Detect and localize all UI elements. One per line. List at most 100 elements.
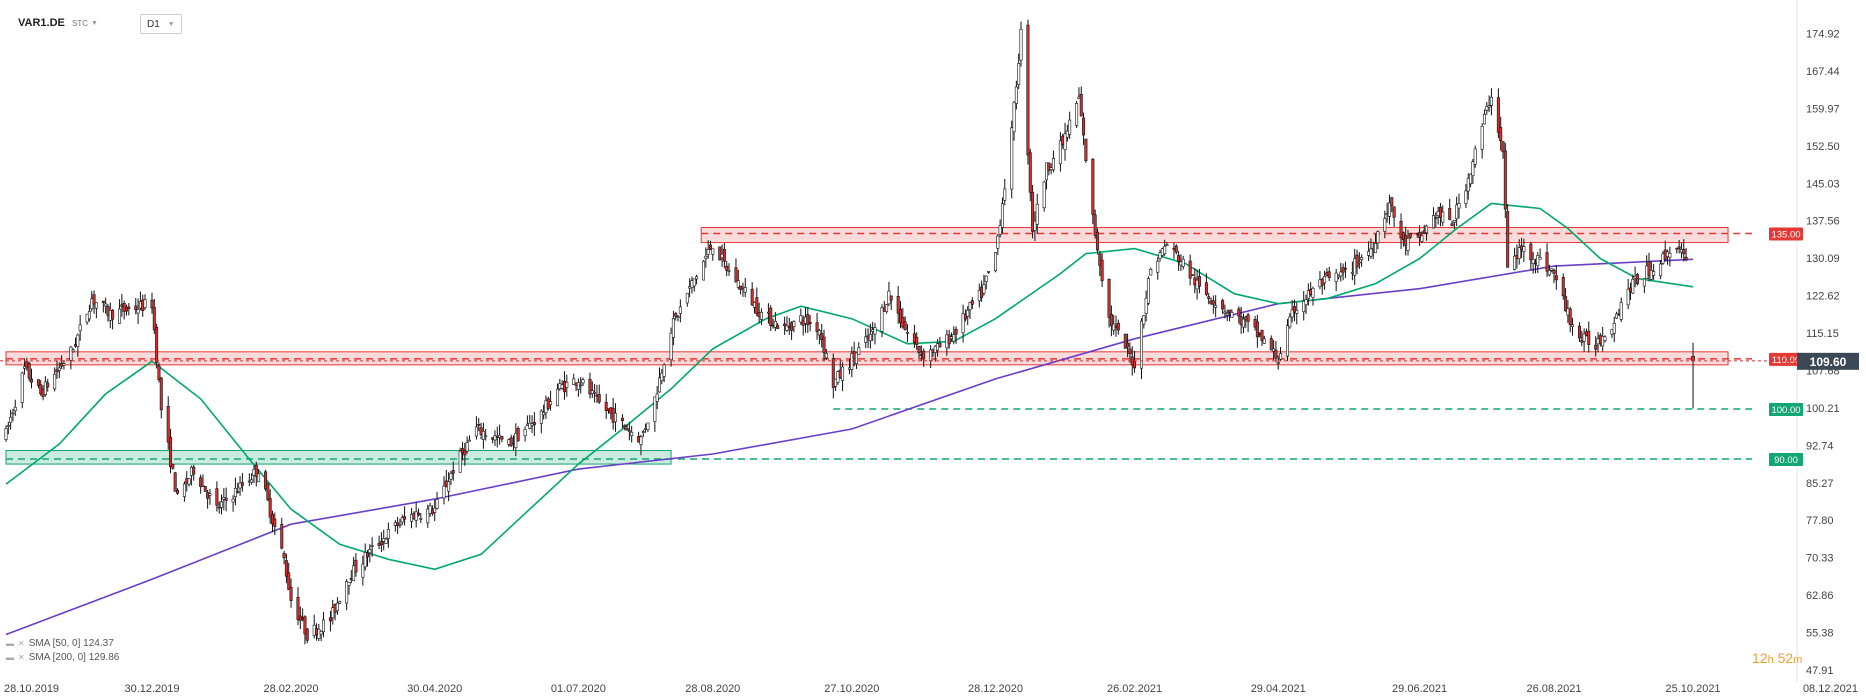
candle-body [171,463,175,469]
candle-body [62,363,66,366]
candle-body [458,450,462,473]
y-tick-label: 152.50 [1806,141,1840,153]
candle-body [76,334,80,347]
candle-body [857,347,861,355]
candle-body [674,313,678,317]
candle-body [201,485,205,487]
candle-body [92,294,96,305]
candle-body [1109,314,1113,327]
candle-body [192,466,196,475]
x-tick-label: 30.12.2019 [124,683,179,695]
candle-body [1084,138,1088,161]
x-tick-label: 29.04.2021 [1251,683,1306,695]
candle-body [1144,297,1148,314]
chart-mode-selector[interactable]: STC ▼ [72,14,98,32]
candle-body [581,379,585,384]
candle-body [1577,325,1581,339]
candle-body [706,249,710,255]
candle-body [264,471,268,490]
candle-body [1582,333,1586,342]
candle-body [1531,259,1535,265]
candle-body [296,596,300,620]
candle-body [236,491,240,493]
candle-body [996,235,1000,249]
candle-body [36,379,40,386]
candle-body [1028,152,1032,193]
candle-body [998,225,1002,235]
candle-body [646,422,650,430]
candle-body [169,436,173,467]
candle-body [363,552,367,568]
candle-body [384,538,388,544]
candle-body [1082,117,1086,136]
candle-body [224,497,228,501]
candle-body [773,320,777,328]
candle-body [1473,148,1477,165]
candle-body [982,284,986,294]
candle-body [1190,274,1194,276]
timeframe-selector[interactable]: D1 ▼ [140,14,182,34]
candle-body [11,412,15,415]
candle-body [968,302,972,310]
candle-body [1564,296,1568,312]
eye-icon[interactable]: ▬ [6,653,14,662]
candle-body [702,260,706,281]
candle-body [447,481,451,492]
candle-body [1188,260,1192,279]
legend-sma200[interactable]: ▬ ✕ SMA [200, 0] 129.86 [6,652,119,663]
candle-body [1434,217,1438,219]
legend-sma50[interactable]: ▬ ✕ SMA [50, 0] 124.37 [6,638,114,649]
close-icon[interactable]: ✕ [18,653,25,662]
candle-body [1452,220,1456,223]
candle-body [303,616,307,635]
candle-body [1601,336,1605,347]
eye-icon[interactable]: ▬ [6,639,14,648]
candle-body [1098,253,1102,266]
y-tick-label: 122.62 [1806,291,1840,303]
candle-body [1399,220,1403,239]
candle-body [824,352,828,359]
candle-body [938,342,942,348]
x-tick-label: 26.02.2021 [1107,683,1162,695]
candle-body [1304,299,1308,306]
candle-body [1279,353,1283,360]
candle-body [1529,243,1533,261]
candle-body [549,401,553,405]
candle-body [69,346,73,361]
candle-body [1652,271,1656,276]
candle-body [111,309,115,320]
candle-body [1360,257,1364,261]
legend-sma200-label: SMA [200, 0] 129.86 [28,652,120,663]
candle-body [1383,218,1387,232]
candle-body [769,307,773,326]
candle-body [1246,314,1250,322]
candle-body [1230,311,1234,318]
candle-body [9,416,13,423]
candle-body [1276,362,1280,364]
candle-body [627,430,631,432]
candle-body [1536,255,1540,267]
sma200-line [5,258,1694,636]
close-icon[interactable]: ✕ [18,639,25,648]
candle-body [331,607,335,619]
candle-body [1031,191,1035,232]
candle-body [613,412,617,423]
candle-body [1376,231,1380,244]
candle-body [556,388,560,407]
candle-body [57,367,61,371]
candle-body [718,246,722,261]
candle-body [676,316,680,318]
candle-body [1619,302,1623,320]
candle-body [516,428,520,442]
candle-body [815,322,819,333]
candle-body [1177,255,1181,263]
current-price-label: 109.60 [1810,355,1847,369]
candle-body [1288,316,1292,328]
candle-body [660,372,664,381]
candle-body [850,353,854,370]
candle-body [257,473,261,483]
candle-body [1552,269,1556,274]
chevron-down-icon: ▼ [91,19,98,27]
candle-body [442,485,446,499]
